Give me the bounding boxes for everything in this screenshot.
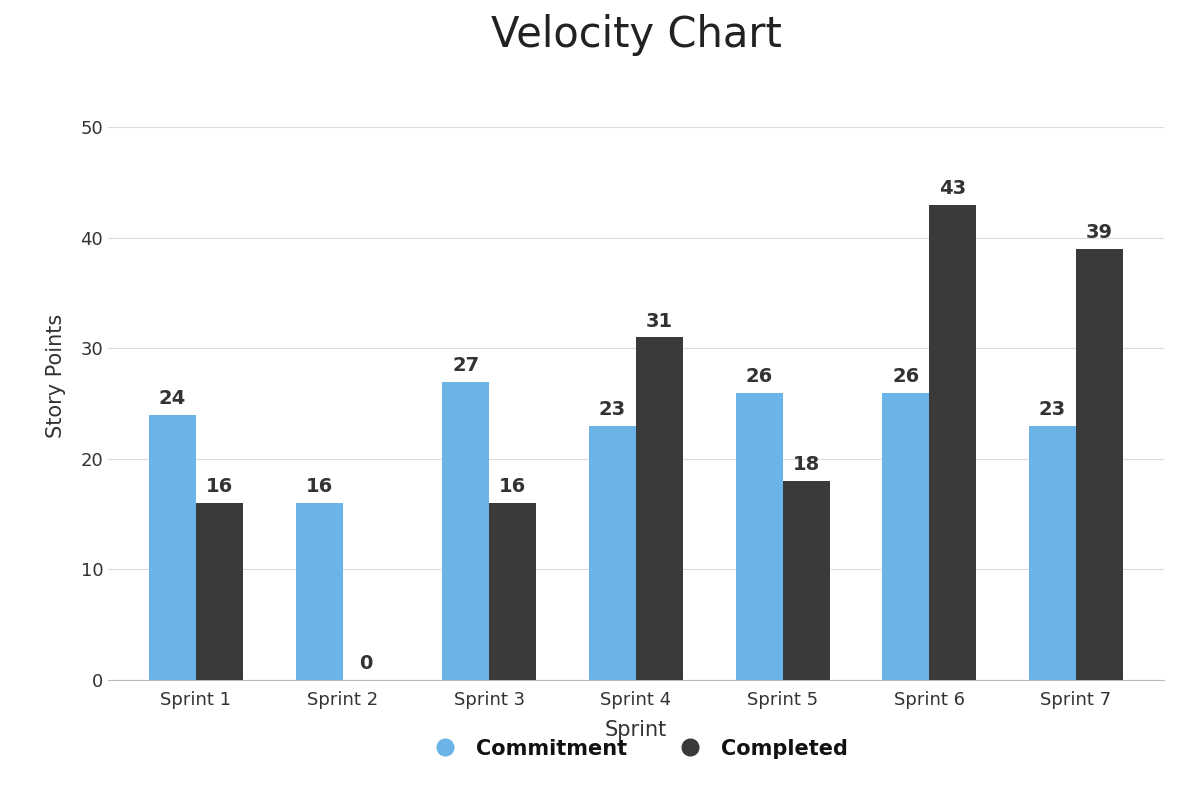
Text: 16: 16	[499, 478, 527, 497]
Text: 16: 16	[206, 478, 233, 497]
Bar	[1030, 426, 1076, 680]
Text: 26: 26	[893, 367, 919, 386]
Text: 31: 31	[646, 312, 673, 330]
Y-axis label: Story Points: Story Points	[47, 314, 66, 438]
Text: 24: 24	[158, 389, 186, 408]
Bar	[490, 503, 536, 680]
Bar	[929, 205, 977, 680]
Bar	[443, 382, 490, 680]
Text: 27: 27	[452, 356, 480, 375]
Bar	[149, 414, 196, 680]
Bar	[736, 393, 782, 680]
Text: 16: 16	[306, 478, 332, 497]
Bar	[196, 503, 242, 680]
Text: 18: 18	[792, 455, 820, 474]
Bar	[589, 426, 636, 680]
Text: 23: 23	[599, 400, 626, 419]
Legend: Commitment, Completed: Commitment, Completed	[415, 730, 857, 767]
X-axis label: Sprint: Sprint	[605, 720, 667, 740]
Text: 43: 43	[940, 179, 966, 198]
Title: Velocity Chart: Velocity Chart	[491, 14, 781, 56]
Text: 39: 39	[1086, 223, 1112, 242]
Bar	[636, 338, 683, 680]
Bar	[882, 393, 929, 680]
Bar	[782, 481, 829, 680]
Text: 26: 26	[745, 367, 773, 386]
Bar	[295, 503, 343, 680]
Text: 0: 0	[360, 654, 373, 674]
Text: 23: 23	[1039, 400, 1066, 419]
Bar	[1076, 249, 1123, 680]
